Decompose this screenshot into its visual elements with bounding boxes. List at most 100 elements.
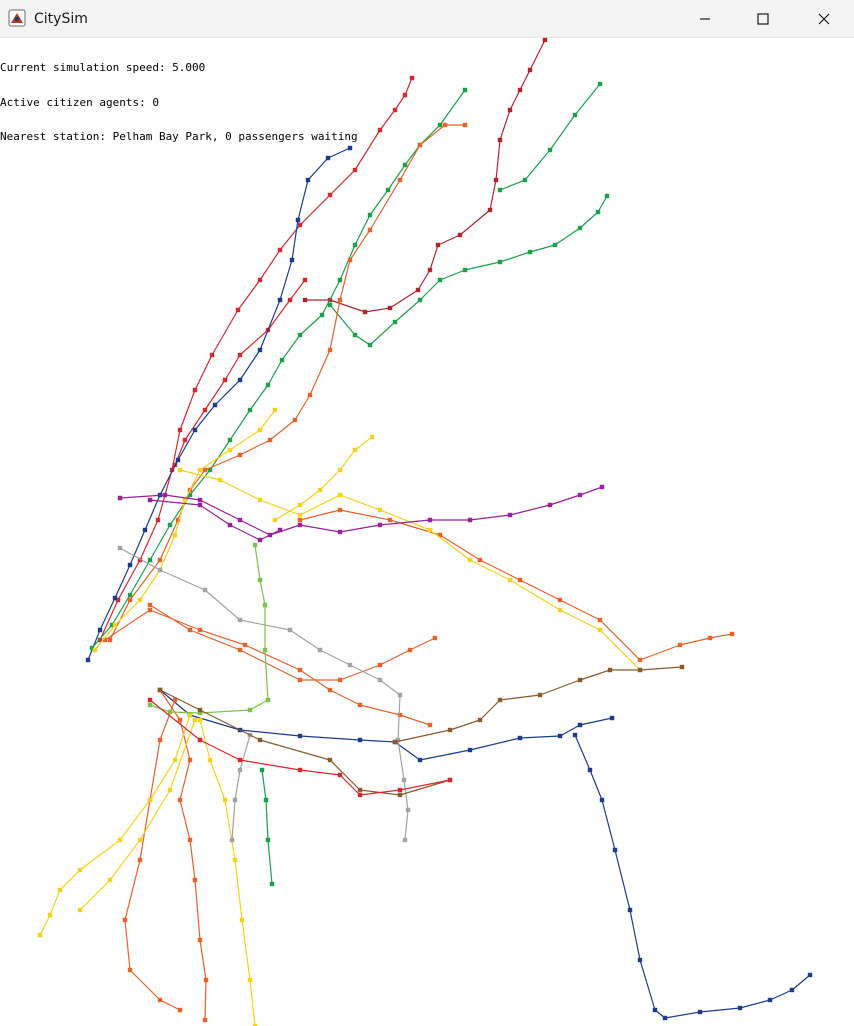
station-marker[interactable] — [77, 867, 83, 873]
station-marker[interactable] — [677, 642, 683, 648]
station-marker[interactable] — [557, 733, 563, 739]
station-marker[interactable] — [289, 257, 295, 263]
station-marker[interactable] — [612, 847, 618, 853]
station-marker[interactable] — [207, 467, 213, 473]
station-marker[interactable] — [137, 837, 143, 843]
station-marker[interactable] — [97, 627, 103, 633]
subway-line[interactable] — [272, 434, 375, 523]
station-marker[interactable] — [277, 527, 283, 533]
station-marker[interactable] — [317, 647, 323, 653]
station-marker[interactable] — [177, 1007, 183, 1013]
subway-line[interactable] — [147, 497, 283, 543]
minimize-button[interactable] — [676, 0, 734, 38]
station-marker[interactable] — [115, 597, 121, 603]
station-marker[interactable] — [297, 512, 303, 518]
subway-line[interactable] — [107, 122, 468, 643]
station-marker[interactable] — [327, 757, 333, 763]
station-marker[interactable] — [397, 692, 403, 698]
station-marker[interactable] — [232, 797, 238, 803]
station-marker[interactable] — [47, 912, 53, 918]
station-marker[interactable] — [157, 687, 163, 693]
station-marker[interactable] — [337, 507, 343, 513]
station-marker[interactable] — [789, 987, 795, 993]
station-marker[interactable] — [417, 757, 423, 763]
station-marker[interactable] — [197, 937, 203, 943]
station-marker[interactable] — [237, 452, 243, 458]
station-marker[interactable] — [577, 492, 583, 498]
station-marker[interactable] — [337, 677, 343, 683]
subway-line[interactable] — [147, 602, 438, 683]
station-marker[interactable] — [609, 715, 615, 721]
station-marker[interactable] — [527, 249, 533, 255]
station-marker[interactable] — [202, 1017, 208, 1023]
station-marker[interactable] — [227, 437, 233, 443]
station-marker[interactable] — [497, 697, 503, 703]
station-marker[interactable] — [767, 997, 773, 1003]
station-marker[interactable] — [92, 647, 98, 653]
station-marker[interactable] — [269, 881, 275, 887]
station-marker[interactable] — [182, 497, 188, 503]
station-marker[interactable] — [272, 407, 278, 413]
station-marker[interactable] — [577, 677, 583, 683]
station-marker[interactable] — [259, 767, 265, 773]
station-marker[interactable] — [409, 75, 415, 81]
station-marker[interactable] — [207, 757, 213, 763]
station-marker[interactable] — [187, 492, 193, 498]
station-marker[interactable] — [637, 657, 643, 663]
station-marker[interactable] — [127, 592, 133, 598]
station-marker[interactable] — [137, 857, 143, 863]
station-marker[interactable] — [127, 967, 133, 973]
station-marker[interactable] — [167, 787, 173, 793]
station-marker[interactable] — [292, 417, 298, 423]
subway-line[interactable] — [392, 664, 685, 745]
station-marker[interactable] — [287, 297, 293, 303]
station-marker[interactable] — [192, 427, 198, 433]
station-marker[interactable] — [402, 162, 408, 168]
subway-line[interactable] — [102, 607, 433, 728]
station-marker[interactable] — [415, 287, 421, 293]
station-marker[interactable] — [377, 507, 383, 513]
station-marker[interactable] — [237, 617, 243, 623]
station-marker[interactable] — [297, 767, 303, 773]
station-marker[interactable] — [427, 527, 433, 533]
station-marker[interactable] — [367, 227, 373, 233]
station-marker[interactable] — [147, 602, 153, 608]
station-marker[interactable] — [257, 737, 263, 743]
station-marker[interactable] — [177, 717, 183, 723]
subway-line[interactable] — [92, 407, 278, 653]
station-marker[interactable] — [217, 477, 223, 483]
station-marker[interactable] — [577, 722, 583, 728]
title-bar[interactable]: CitySim — [0, 0, 854, 38]
station-marker[interactable] — [263, 797, 269, 803]
station-marker[interactable] — [167, 709, 173, 715]
subway-line[interactable] — [147, 697, 453, 798]
station-marker[interactable] — [707, 635, 713, 641]
station-marker[interactable] — [297, 332, 303, 338]
station-marker[interactable] — [242, 642, 248, 648]
station-marker[interactable] — [407, 647, 413, 653]
station-marker[interactable] — [187, 837, 193, 843]
station-marker[interactable] — [257, 537, 263, 543]
station-marker[interactable] — [352, 167, 358, 173]
station-marker[interactable] — [147, 607, 153, 613]
station-marker[interactable] — [547, 502, 553, 508]
station-marker[interactable] — [337, 529, 343, 535]
station-marker[interactable] — [77, 907, 83, 913]
station-marker[interactable] — [197, 502, 203, 508]
station-marker[interactable] — [397, 177, 403, 183]
station-marker[interactable] — [597, 81, 603, 87]
station-marker[interactable] — [307, 392, 313, 398]
station-marker[interactable] — [597, 627, 603, 633]
subway-line[interactable] — [497, 81, 603, 193]
station-marker[interactable] — [197, 497, 203, 503]
station-marker[interactable] — [287, 627, 293, 633]
station-marker[interactable] — [297, 677, 303, 683]
station-marker[interactable] — [137, 597, 143, 603]
station-marker[interactable] — [599, 484, 605, 490]
station-marker[interactable] — [197, 710, 203, 716]
station-marker[interactable] — [175, 517, 181, 523]
station-marker[interactable] — [527, 67, 533, 73]
station-marker[interactable] — [302, 277, 308, 283]
station-marker[interactable] — [147, 702, 153, 708]
station-marker[interactable] — [107, 877, 113, 883]
